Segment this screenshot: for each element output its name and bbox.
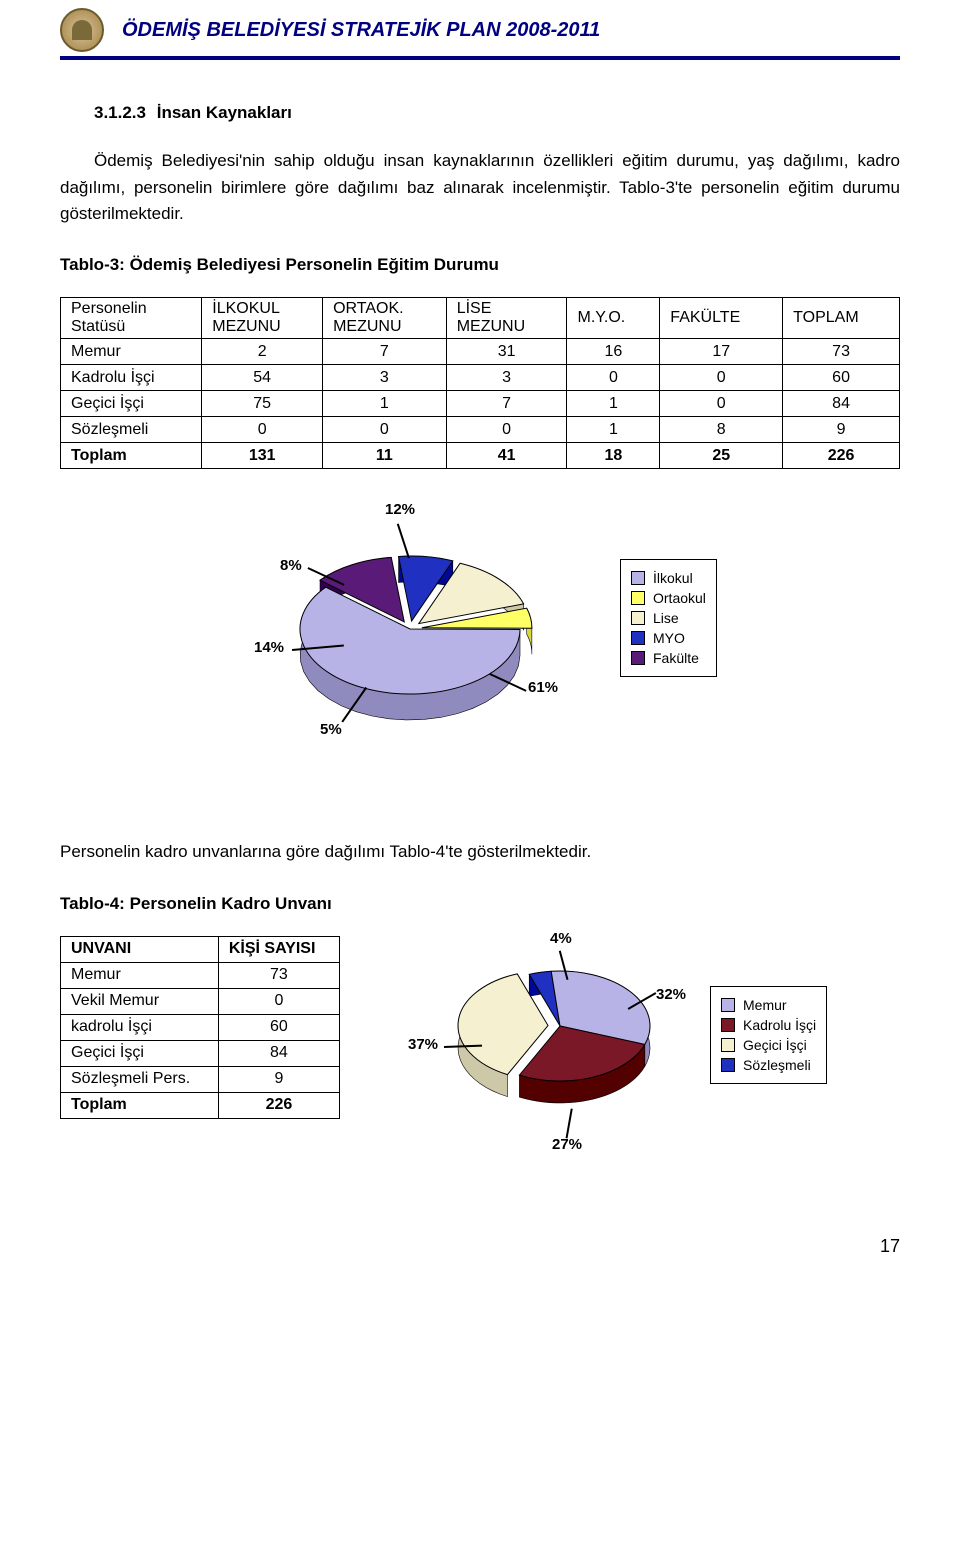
table-row: Geçici İşçi84 (61, 1040, 340, 1066)
table3-h1: İLKOKUL MEZUNU (202, 298, 323, 339)
table3-h3: LİSE MEZUNU (446, 298, 567, 339)
pie1-block: 12% 8% 14% 5% 61% İlkokul Ortaokul Lise … (60, 499, 900, 799)
table-row-total: Toplam13111411825226 (61, 443, 900, 469)
table3-h2: ORTAOK. MEZUNU (323, 298, 447, 339)
section-title: İnsan Kaynakları (157, 103, 292, 122)
table-row: Vekil Memur0 (61, 988, 340, 1014)
swatch-memur-icon (721, 998, 735, 1012)
paragraph-1: Ödemiş Belediyesi'nin sahip olduğu insan… (60, 148, 900, 227)
pie2-block: 4% 32% 27% 37% Memur Kadrolu İşçi Geçici… (380, 936, 860, 1196)
table3: Personelin Statüsü İLKOKUL MEZUNU ORTAOK… (60, 297, 900, 469)
table3-h0: Personelin Statüsü (61, 298, 202, 339)
table-row: Kadrolu İşçi54330060 (61, 365, 900, 391)
municipality-logo-icon (60, 8, 104, 52)
pie1-chart (260, 529, 560, 749)
swatch-lise-icon (631, 611, 645, 625)
swatch-sozlesmeli-icon (721, 1058, 735, 1072)
pie1-label-8: 8% (280, 557, 302, 574)
section-number: 3.1.2.3 (94, 103, 146, 122)
table-row: Memur2731161773 (61, 339, 900, 365)
table3-title: Tablo-3: Ödemiş Belediyesi Personelin Eğ… (60, 255, 900, 275)
pie1-label-14: 14% (254, 639, 284, 656)
pie1-legend: İlkokul Ortaokul Lise MYO Fakülte (620, 559, 717, 677)
table4-title: Tablo-4: Personelin Kadro Unvanı (60, 894, 900, 914)
pie2-legend: Memur Kadrolu İşçi Geçici İşçi Sözleşmel… (710, 986, 827, 1084)
table4: UNVANI KİŞİ SAYISI Memur73Vekil Memur0ka… (60, 936, 340, 1119)
swatch-ilkokul-icon (631, 571, 645, 585)
table-row: Memur73 (61, 962, 340, 988)
pie1-label-5: 5% (320, 721, 342, 738)
table3-h4: M.Y.O. (567, 298, 660, 339)
swatch-kadrolu-icon (721, 1018, 735, 1032)
document-header-title: ÖDEMİŞ BELEDİYESİ STRATEJİK PLAN 2008-20… (122, 19, 600, 42)
table3-h6: TOPLAM (783, 298, 900, 339)
table-row: Sözleşmeli000189 (61, 417, 900, 443)
paragraph-2: Personelin kadro unvanlarına göre dağılı… (60, 839, 900, 865)
pie2-label-37: 37% (408, 1036, 438, 1053)
pie1-label-61: 61% (528, 679, 558, 696)
table-row: Sözleşmeli Pers.9 (61, 1066, 340, 1092)
section-heading: 3.1.2.3 İnsan Kaynakları (60, 100, 900, 126)
table-row: Geçici İşçi75171084 (61, 391, 900, 417)
swatch-ortaokul-icon (631, 591, 645, 605)
table4-h0: UNVANI (61, 936, 219, 962)
swatch-myo-icon (631, 631, 645, 645)
pie1-label-12: 12% (385, 501, 415, 518)
table3-h5: FAKÜLTE (660, 298, 783, 339)
table-row-total: Toplam226 (61, 1092, 340, 1118)
table4-h1: KİŞİ SAYISI (218, 936, 339, 962)
pie2-label-4: 4% (550, 930, 572, 947)
header-bar: ÖDEMİŞ BELEDİYESİ STRATEJİK PLAN 2008-20… (60, 0, 900, 60)
pie2-label-32: 32% (656, 986, 686, 1003)
swatch-fakulte-icon (631, 651, 645, 665)
table-row: kadrolu İşçi60 (61, 1014, 340, 1040)
pie2-chart (440, 946, 680, 1126)
page-number: 17 (60, 1236, 900, 1257)
swatch-gecici-icon (721, 1038, 735, 1052)
